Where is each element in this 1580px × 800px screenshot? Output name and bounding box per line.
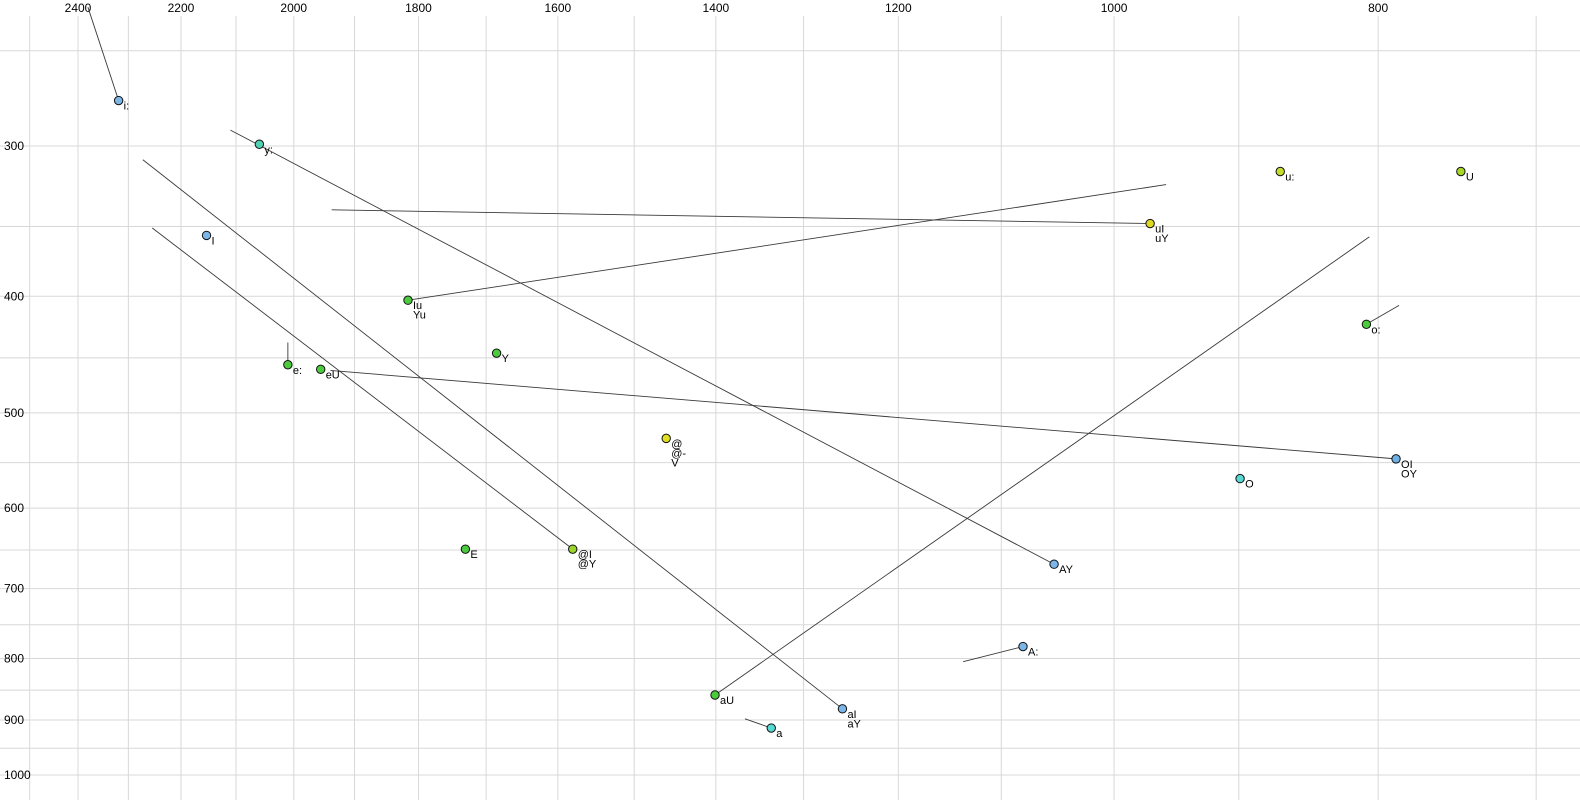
data-point <box>710 690 720 700</box>
data-point <box>283 360 293 370</box>
x-axis-tick-label: 2000 <box>280 1 307 15</box>
data-point-label: I <box>212 235 215 247</box>
data-point-label: y: <box>264 144 273 156</box>
y-axis-tick-label: 600 <box>4 501 24 515</box>
x-axis-tick-label: 1200 <box>885 1 912 15</box>
trajectory-line <box>330 370 1397 460</box>
data-point-label: aU <box>720 695 734 707</box>
data-point <box>113 95 124 106</box>
y-axis-tick-label: 500 <box>4 406 24 420</box>
data-point-label: aI <box>847 709 856 721</box>
x-axis-tick-label: 1000 <box>1101 1 1128 15</box>
data-point-label: E <box>470 549 477 561</box>
data-point <box>766 723 776 733</box>
data-point-label: u: <box>1285 171 1294 183</box>
x-axis-tick-label: 1800 <box>405 1 432 15</box>
data-point-label: AY <box>1059 564 1074 576</box>
data-point-label: @Y <box>578 559 597 571</box>
trajectory-line <box>152 227 574 550</box>
data-point <box>403 295 413 305</box>
data-point-label: e: <box>293 365 302 377</box>
trajectory-line <box>230 129 1055 565</box>
x-axis-tick-label: 1600 <box>544 1 571 15</box>
data-point <box>1145 218 1155 229</box>
data-point-label: Iu <box>413 300 422 312</box>
data-point-label: o: <box>1371 324 1380 336</box>
y-axis-tick-label: 400 <box>4 289 24 303</box>
data-point-label: i: <box>124 101 130 113</box>
data-point-label: @ <box>671 438 682 450</box>
data-point-label: aY <box>847 718 861 730</box>
data-point <box>1361 319 1372 329</box>
data-point-label: OI <box>1401 459 1413 471</box>
data-point-label: eU <box>326 369 340 381</box>
data-point-label: U <box>1466 171 1474 183</box>
data-point-label: a <box>776 728 783 740</box>
trajectory-line <box>142 159 843 710</box>
data-point <box>201 230 212 241</box>
x-axis-tick-label: 2400 <box>65 1 92 15</box>
data-point <box>568 544 578 554</box>
data-point <box>1456 166 1466 177</box>
data-point <box>1049 559 1059 569</box>
trajectory-line <box>407 184 1167 301</box>
data-point <box>316 364 326 375</box>
data-point-label: Y <box>502 353 510 365</box>
data-point-label: O <box>1245 479 1254 491</box>
y-axis-tick-label: 1000 <box>4 768 31 782</box>
data-point-label: Yu <box>413 310 426 322</box>
data-point <box>1391 454 1401 464</box>
data-point-label: V <box>671 457 679 469</box>
x-axis-tick-label: 1400 <box>703 1 730 15</box>
trajectory-line <box>331 209 1151 224</box>
data-point-label: OY <box>1401 468 1418 480</box>
trajectory-line <box>87 7 120 101</box>
data-point-label: @I <box>578 549 592 561</box>
y-axis-tick-label: 800 <box>4 651 24 665</box>
data-point <box>491 348 502 358</box>
data-point <box>837 704 848 714</box>
trajectory-line <box>963 646 1024 663</box>
data-point <box>254 139 265 149</box>
y-axis-tick-label: 300 <box>4 139 24 153</box>
x-axis-tick-label: 800 <box>1368 1 1388 15</box>
data-point-label: @- <box>671 448 686 460</box>
data-point-label: uY <box>1155 233 1169 245</box>
data-point <box>1235 473 1245 484</box>
y-axis-tick-label: 700 <box>4 582 24 596</box>
trajectory-line <box>1366 304 1400 325</box>
y-axis-tick-label: 900 <box>4 713 24 727</box>
data-point <box>1018 641 1028 652</box>
data-point-label: uI <box>1155 224 1164 236</box>
data-point <box>661 433 671 444</box>
data-point-label: A: <box>1028 647 1038 659</box>
trajectory-line <box>714 236 1370 696</box>
x-axis-tick-label: 2200 <box>168 1 195 15</box>
data-point <box>1275 166 1285 177</box>
data-point <box>460 544 471 554</box>
